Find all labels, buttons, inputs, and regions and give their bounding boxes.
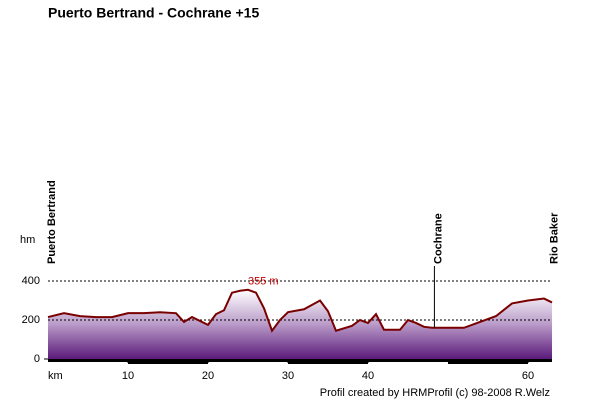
scale-bar — [128, 359, 208, 364]
y-tick-label: 200 — [22, 314, 40, 326]
y-tick-label: 0 — [34, 353, 40, 365]
y-axis-label: hm — [20, 234, 35, 246]
x-tick-label: 10 — [122, 370, 134, 382]
footer: Profil created by HRMProfil (c) 98-2008 … — [320, 387, 550, 399]
profile-line — [47, 288, 553, 333]
waypoint-label: Puerto Bertrand — [46, 180, 58, 264]
axis-bars — [48, 359, 552, 364]
x-axis-label: km — [48, 370, 63, 382]
chart-title: Puerto Bertrand - Cochrane +15 — [48, 5, 259, 21]
annotation: 355 m — [248, 276, 279, 288]
x-tick-label: 40 — [362, 370, 374, 382]
y-tick-label: 400 — [22, 275, 40, 287]
x-tick-label: 30 — [282, 370, 294, 382]
waypoint-label: Cochrane — [432, 213, 444, 264]
scale-bar — [448, 359, 528, 364]
x-tick-label: 60 — [522, 370, 534, 382]
area-fill — [48, 289, 552, 359]
scale-bar — [288, 359, 368, 364]
x-tick-label: 20 — [202, 370, 214, 382]
waypoint-label: Rio Baker — [548, 212, 560, 264]
